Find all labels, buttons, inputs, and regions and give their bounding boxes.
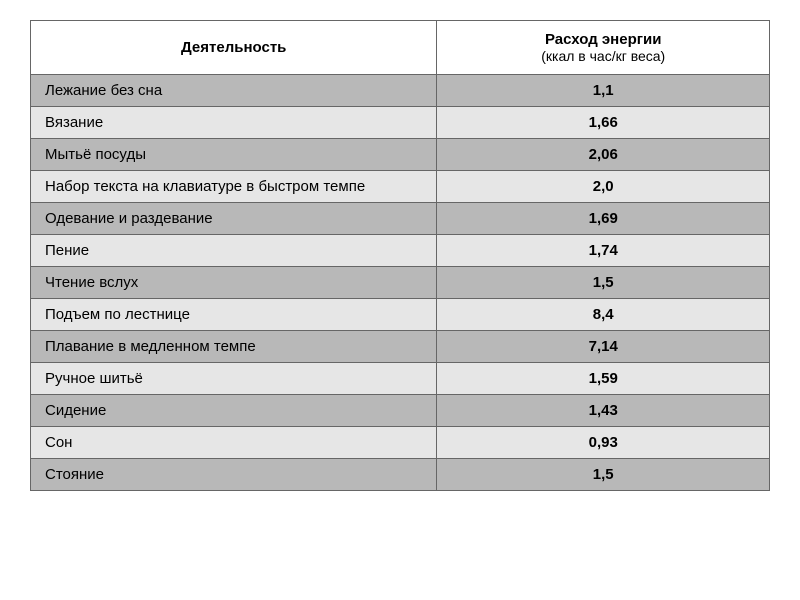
table-row: Мытьё посуды2,06 [31, 139, 770, 171]
activity-cell: Сидение [31, 395, 437, 427]
table-row: Ручное шитьё1,59 [31, 363, 770, 395]
table-row: Одевание и раздевание1,69 [31, 203, 770, 235]
header-activity-label: Деятельность [181, 39, 286, 56]
table-row: Сидение1,43 [31, 395, 770, 427]
table-header-row: Деятельность Расход энергии (ккал в час/… [31, 21, 770, 75]
table-row: Лежание без сна1,1 [31, 75, 770, 107]
value-cell: 2,06 [437, 139, 770, 171]
value-cell: 7,14 [437, 331, 770, 363]
table-row: Чтение вслух1,5 [31, 267, 770, 299]
value-cell: 1,66 [437, 107, 770, 139]
value-cell: 1,5 [437, 267, 770, 299]
activity-cell: Лежание без сна [31, 75, 437, 107]
header-activity: Деятельность [31, 21, 437, 75]
value-cell: 1,59 [437, 363, 770, 395]
header-energy-sub: (ккал в час/кг веса) [451, 48, 755, 64]
activity-cell: Одевание и раздевание [31, 203, 437, 235]
value-cell: 1,5 [437, 459, 770, 491]
table-row: Плавание в медленном темпе7,14 [31, 331, 770, 363]
activity-cell: Стояние [31, 459, 437, 491]
table-row: Стояние1,5 [31, 459, 770, 491]
table-row: Вязание1,66 [31, 107, 770, 139]
value-cell: 1,74 [437, 235, 770, 267]
value-cell: 1,43 [437, 395, 770, 427]
activity-cell: Ручное шитьё [31, 363, 437, 395]
table-row: Сон0,93 [31, 427, 770, 459]
activity-cell: Мытьё посуды [31, 139, 437, 171]
activity-cell: Вязание [31, 107, 437, 139]
table-row: Подъем по лестнице8,4 [31, 299, 770, 331]
header-energy: Расход энергии (ккал в час/кг веса) [437, 21, 770, 75]
activity-cell: Чтение вслух [31, 267, 437, 299]
value-cell: 1,69 [437, 203, 770, 235]
table-row: Набор текста на клавиатуре в быстром тем… [31, 171, 770, 203]
header-energy-title: Расход энергии [545, 31, 661, 48]
value-cell: 2,0 [437, 171, 770, 203]
activity-cell: Набор текста на клавиатуре в быстром тем… [31, 171, 437, 203]
value-cell: 0,93 [437, 427, 770, 459]
table-row: Пение1,74 [31, 235, 770, 267]
value-cell: 8,4 [437, 299, 770, 331]
activity-cell: Пение [31, 235, 437, 267]
activity-cell: Подъем по лестнице [31, 299, 437, 331]
activity-cell: Плавание в медленном темпе [31, 331, 437, 363]
energy-expenditure-table: Деятельность Расход энергии (ккал в час/… [30, 20, 770, 491]
value-cell: 1,1 [437, 75, 770, 107]
table-body: Лежание без сна1,1Вязание1,66Мытьё посуд… [31, 75, 770, 491]
activity-cell: Сон [31, 427, 437, 459]
